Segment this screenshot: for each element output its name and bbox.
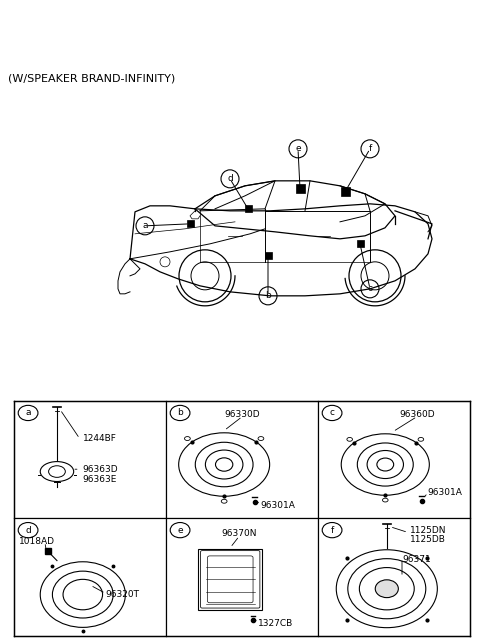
Text: (W/SPEAKER BRAND-INFINITY): (W/SPEAKER BRAND-INFINITY) [8, 74, 175, 84]
Text: 96320T: 96320T [106, 590, 140, 599]
Bar [187, 220, 193, 227]
Text: e: e [295, 144, 301, 153]
Text: 96301A: 96301A [261, 501, 296, 510]
Bar [357, 240, 363, 247]
Text: e: e [177, 526, 183, 535]
Circle shape [375, 580, 398, 598]
Bar [198, 549, 262, 610]
Text: d: d [227, 175, 233, 184]
Text: 1125DN: 1125DN [409, 526, 446, 535]
Text: 1125DB: 1125DB [409, 535, 445, 544]
Text: f: f [368, 144, 372, 153]
Text: f: f [330, 526, 334, 535]
Text: 96370N: 96370N [222, 529, 257, 538]
Text: b: b [265, 291, 271, 300]
Text: a: a [142, 221, 148, 230]
Bar [244, 205, 252, 213]
Text: 96363D: 96363D [83, 465, 119, 474]
Text: 96360D: 96360D [399, 410, 435, 419]
Text: 96371: 96371 [402, 555, 431, 564]
Text: 1018AD: 1018AD [19, 537, 55, 546]
Text: 1244BF: 1244BF [83, 434, 117, 443]
Text: a: a [25, 408, 31, 417]
Text: 96363E: 96363E [83, 475, 117, 484]
Bar [264, 252, 272, 259]
Bar [296, 184, 304, 193]
Bar [340, 187, 349, 196]
Text: c: c [330, 408, 335, 417]
Text: c: c [368, 284, 372, 293]
Text: 96330D: 96330D [225, 410, 260, 419]
Text: d: d [25, 526, 31, 535]
Text: 1327CB: 1327CB [258, 620, 293, 629]
Text: 96301A: 96301A [428, 488, 463, 497]
Text: b: b [177, 408, 183, 417]
